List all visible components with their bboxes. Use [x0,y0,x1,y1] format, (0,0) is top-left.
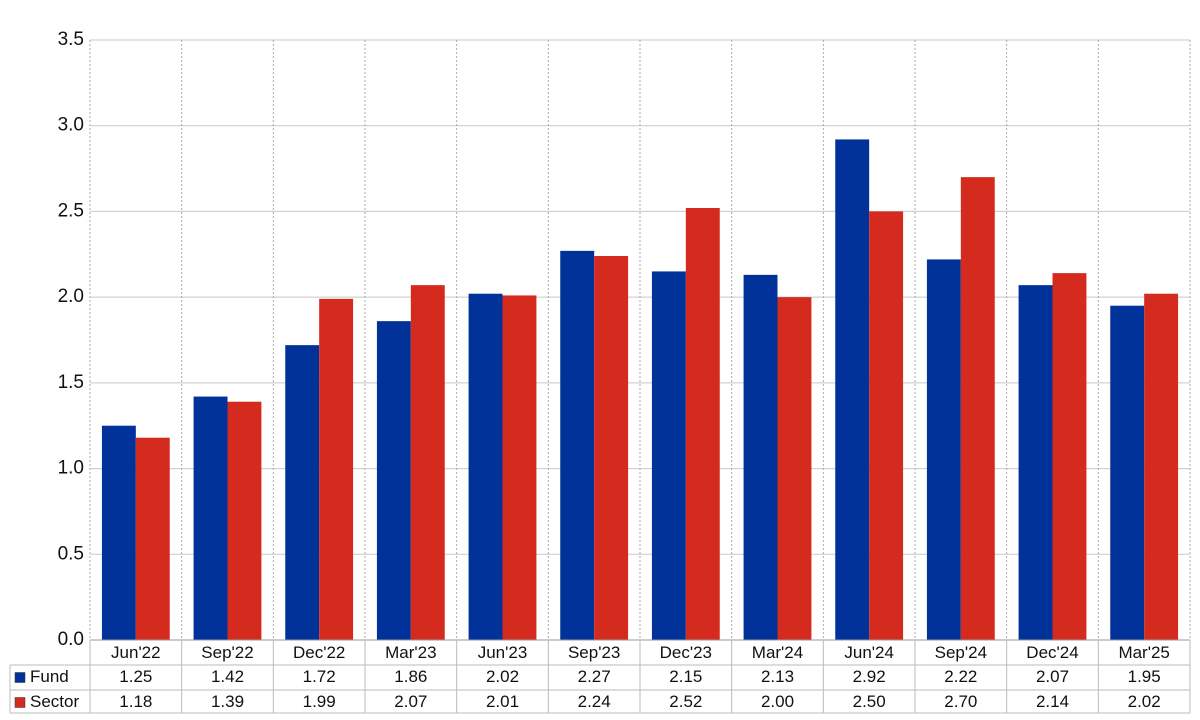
table-value: 2.02 [486,667,519,686]
x-tick-label: Sep'22 [201,643,253,662]
bar [410,285,445,640]
table-value: 1.42 [211,667,244,686]
table-value: 1.18 [119,692,152,711]
y-tick-label: 0.0 [58,629,84,650]
bar [285,345,320,640]
table-value: 2.22 [944,667,977,686]
x-tick-label: Jun'23 [478,643,528,662]
table-value: 2.15 [669,667,702,686]
bar [926,259,961,640]
table-value: 2.02 [1128,692,1161,711]
table-value: 2.24 [578,692,611,711]
x-tick-label: Sep'24 [935,643,987,662]
legend-label: Sector [30,692,79,711]
legend-swatch [14,672,26,683]
table-value: 2.01 [486,692,519,711]
y-tick-label: 1.5 [58,372,84,393]
bar [1110,305,1145,640]
x-tick-label: Jun'22 [111,643,161,662]
bar [1018,285,1053,640]
table-value: 2.50 [853,692,886,711]
bar [227,401,262,640]
x-tick-label: Dec'23 [660,643,712,662]
table-value: 1.25 [119,667,152,686]
y-tick-label: 1.0 [58,458,84,479]
bar [835,139,870,640]
table-value: 2.92 [853,667,886,686]
bar [594,256,629,640]
table-value: 1.99 [303,692,336,711]
y-tick-label: 2.0 [58,286,84,307]
bar [319,298,354,640]
x-tick-label: Dec'24 [1026,643,1078,662]
table-value: 2.27 [578,667,611,686]
legend-label: Fund [30,667,69,686]
x-tick-label: Jun'24 [844,643,894,662]
y-tick-label: 0.5 [58,543,84,564]
bar [777,297,812,640]
y-tick-label: 2.5 [58,200,84,221]
table-value: 1.86 [394,667,427,686]
table-value: 1.72 [303,667,336,686]
bar [960,177,995,640]
bar [135,437,170,640]
bar [1144,293,1179,640]
bar [685,208,720,640]
bar [468,293,503,640]
table-value: 2.00 [761,692,794,711]
table-value: 2.13 [761,667,794,686]
table-value: 2.52 [669,692,702,711]
bar [376,321,411,640]
bar [560,250,595,640]
bar [651,271,686,640]
y-tick-label: 3.0 [58,115,84,136]
bar [193,396,228,640]
x-tick-label: Mar'24 [752,643,803,662]
table-value: 1.39 [211,692,244,711]
table-value: 2.07 [1036,667,1069,686]
bar [101,425,136,640]
bar [743,274,778,640]
bar [1052,273,1087,640]
legend-swatch [14,697,26,708]
table-value: 2.07 [394,692,427,711]
bar [502,295,537,640]
x-tick-label: Dec'22 [293,643,345,662]
table-value: 1.95 [1128,667,1161,686]
bar [869,211,904,640]
x-tick-label: Mar'23 [385,643,436,662]
table-value: 2.14 [1036,692,1069,711]
y-tick-label: 3.5 [58,29,84,50]
x-tick-label: Sep'23 [568,643,620,662]
x-tick-label: Mar'25 [1118,643,1169,662]
table-value: 2.70 [944,692,977,711]
